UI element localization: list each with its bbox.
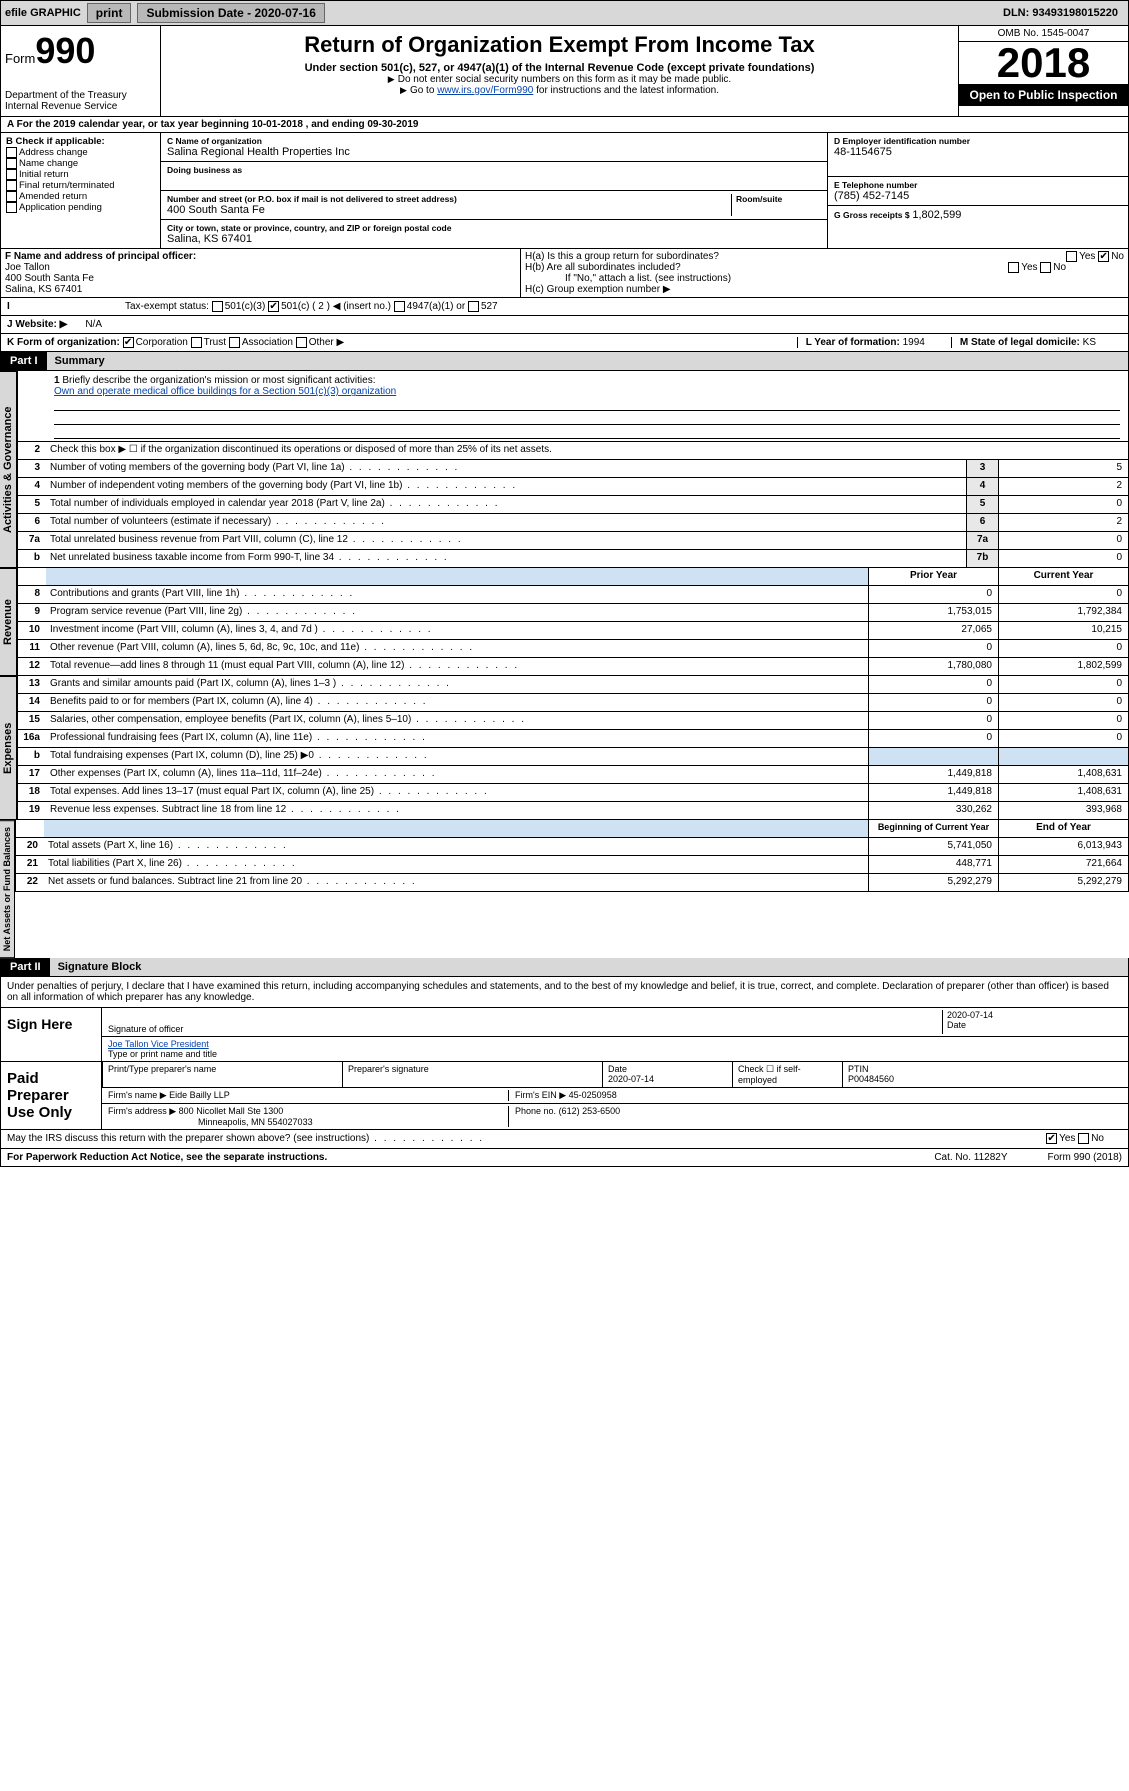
governance-section: Activities & Governance 1 Briefly descri… bbox=[0, 371, 1129, 568]
netassets-header-row: Beginning of Current Year End of Year bbox=[15, 820, 1129, 838]
ein-row: D Employer identification number 48-1154… bbox=[828, 133, 1128, 177]
mission-block: 1 Briefly describe the organization's mi… bbox=[17, 371, 1129, 442]
form-title: Return of Organization Exempt From Incom… bbox=[167, 32, 952, 58]
line-b: bTotal fundraising expenses (Part IX, co… bbox=[17, 748, 1129, 766]
city-row: City or town, state or province, country… bbox=[161, 220, 827, 248]
line-8: 8Contributions and grants (Part VIII, li… bbox=[17, 586, 1129, 604]
gross-receipts-row: G Gross receipts $ 1,802,599 bbox=[828, 206, 1128, 224]
note-ssn: Do not enter social security numbers on … bbox=[167, 74, 952, 85]
box-f: F Name and address of principal officer:… bbox=[1, 249, 521, 297]
org-form-row: K Form of organization: ✔Corporation Tru… bbox=[0, 334, 1129, 352]
box-h: H(a) Is this a group return for subordin… bbox=[521, 249, 1128, 297]
box-b: B Check if applicable: Address change Na… bbox=[1, 133, 161, 248]
dept-label: Department of the Treasury Internal Reve… bbox=[5, 90, 156, 112]
revenue-tab: Revenue bbox=[0, 568, 17, 676]
inspection-badge: Open to Public Inspection bbox=[959, 84, 1128, 106]
netassets-section: Net Assets or Fund Balances Beginning of… bbox=[0, 820, 1129, 958]
expenses-section: Expenses 13Grants and similar amounts pa… bbox=[0, 676, 1129, 820]
line-5: 5Total number of individuals employed in… bbox=[17, 496, 1129, 514]
line-14: 14Benefits paid to or for members (Part … bbox=[17, 694, 1129, 712]
part2-header: Part II Signature Block bbox=[0, 958, 1129, 977]
tax-year: 2018 bbox=[959, 42, 1128, 84]
line-10: 10Investment income (Part VIII, column (… bbox=[17, 622, 1129, 640]
form-number: Form990 bbox=[5, 30, 156, 72]
governance-tab: Activities & Governance bbox=[0, 371, 17, 568]
sign-here-block: Sign Here Signature of officer 2020-07-1… bbox=[0, 1008, 1129, 1062]
line-15: 15Salaries, other compensation, employee… bbox=[17, 712, 1129, 730]
line-3: 3Number of voting members of the governi… bbox=[17, 460, 1129, 478]
efile-label: efile GRAPHIC bbox=[5, 7, 81, 19]
revenue-section: Revenue Prior Year Current Year 8Contrib… bbox=[0, 568, 1129, 676]
website-row: J Website: ▶ N/A bbox=[0, 316, 1129, 334]
line-21: 21Total liabilities (Part X, line 26)448… bbox=[15, 856, 1129, 874]
line-6: 6Total number of volunteers (estimate if… bbox=[17, 514, 1129, 532]
tax-exempt-row: I Tax-exempt status: 501(c)(3) ✔501(c) (… bbox=[0, 298, 1129, 316]
phone-row: E Telephone number (785) 452-7145 bbox=[828, 177, 1128, 206]
entity-block: B Check if applicable: Address change Na… bbox=[0, 133, 1129, 249]
discuss-row: May the IRS discuss this return with the… bbox=[0, 1130, 1129, 1148]
address-row: Number and street (or P.O. box if mail i… bbox=[161, 191, 827, 220]
note-link: Go to www.irs.gov/Form990 for instructio… bbox=[167, 85, 952, 96]
line-17: 17Other expenses (Part IX, column (A), l… bbox=[17, 766, 1129, 784]
line-20: 20Total assets (Part X, line 16)5,741,05… bbox=[15, 838, 1129, 856]
org-name-row: C Name of organization Salina Regional H… bbox=[161, 133, 827, 162]
form-header: Form990 Department of the Treasury Inter… bbox=[0, 26, 1129, 117]
officer-group-row: F Name and address of principal officer:… bbox=[0, 249, 1129, 298]
line-13: 13Grants and similar amounts paid (Part … bbox=[17, 676, 1129, 694]
print-button[interactable]: print bbox=[87, 3, 132, 23]
dba-row: Doing business as bbox=[161, 162, 827, 191]
part1-header: Part I Summary bbox=[0, 352, 1129, 371]
line-4: 4Number of independent voting members of… bbox=[17, 478, 1129, 496]
page-footer: For Paperwork Reduction Act Notice, see … bbox=[0, 1149, 1129, 1167]
expenses-tab: Expenses bbox=[0, 676, 17, 820]
preparer-block: Paid Preparer Use Only Print/Type prepar… bbox=[0, 1062, 1129, 1130]
line-16a: 16aProfessional fundraising fees (Part I… bbox=[17, 730, 1129, 748]
line-12: 12Total revenue—add lines 8 through 11 (… bbox=[17, 658, 1129, 676]
form-subtitle: Under section 501(c), 527, or 4947(a)(1)… bbox=[167, 62, 952, 74]
perjury-statement: Under penalties of perjury, I declare th… bbox=[0, 977, 1129, 1008]
netassets-tab: Net Assets or Fund Balances bbox=[0, 820, 15, 958]
irs-link[interactable]: www.irs.gov/Form990 bbox=[437, 85, 533, 96]
top-bar: efile GRAPHIC print Submission Date - 20… bbox=[0, 0, 1129, 26]
line-11: 11Other revenue (Part VIII, column (A), … bbox=[17, 640, 1129, 658]
line-9: 9Program service revenue (Part VIII, lin… bbox=[17, 604, 1129, 622]
revenue-header-row: Prior Year Current Year bbox=[17, 568, 1129, 586]
dln-label: DLN: 93493198015220 bbox=[1003, 7, 1118, 19]
line-22: 22Net assets or fund balances. Subtract … bbox=[15, 874, 1129, 892]
line-7a: 7aTotal unrelated business revenue from … bbox=[17, 532, 1129, 550]
line-18: 18Total expenses. Add lines 13–17 (must … bbox=[17, 784, 1129, 802]
line-2: 2Check this box ▶ ☐ if the organization … bbox=[17, 442, 1129, 460]
submission-date-button[interactable]: Submission Date - 2020-07-16 bbox=[137, 3, 324, 23]
line-19: 19Revenue less expenses. Subtract line 1… bbox=[17, 802, 1129, 820]
tax-period: A For the 2019 calendar year, or tax yea… bbox=[0, 117, 1129, 133]
line-b: bNet unrelated business taxable income f… bbox=[17, 550, 1129, 568]
